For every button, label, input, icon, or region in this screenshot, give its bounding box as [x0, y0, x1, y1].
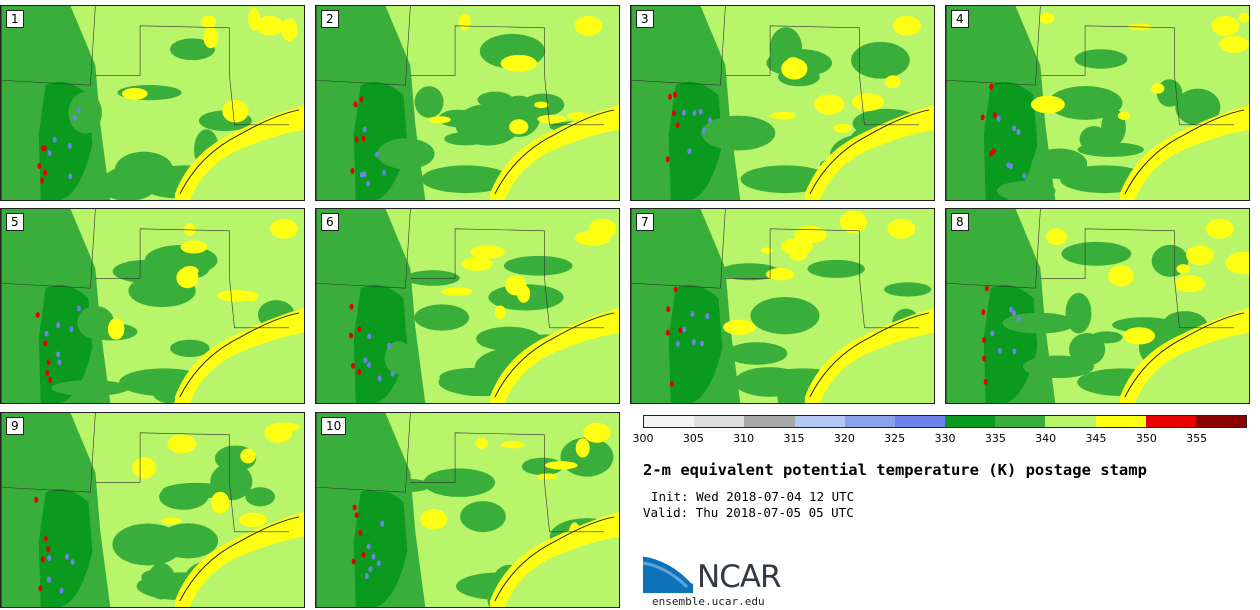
theta-e-map [631, 6, 934, 200]
init-time: Init: Wed 2018-07-04 12 UTC [651, 489, 855, 504]
member-number: 8 [951, 213, 969, 231]
colorbar-swatch [1195, 416, 1247, 427]
theta-e-map [946, 6, 1249, 200]
member-panel-4: 4 [945, 5, 1250, 201]
colorbar-swatch [794, 416, 845, 427]
member-panel-8: 8 [945, 208, 1250, 404]
member-panel-7: 7 [630, 208, 935, 404]
colorbar-tick-label: 345 [1085, 432, 1107, 445]
member-number: 3 [636, 10, 654, 28]
member-panel-6: 6 [315, 208, 620, 404]
colorbar-tick-label: 315 [783, 432, 805, 445]
member-number: 4 [951, 10, 969, 28]
theta-e-map [316, 6, 619, 200]
colorbar-swatch [844, 416, 895, 427]
colorbar-tick-label: 335 [984, 432, 1006, 445]
colorbar-swatch [694, 416, 745, 427]
member-number: 5 [6, 213, 24, 231]
member-number: 2 [321, 10, 339, 28]
member-panel-5: 5 [0, 208, 305, 404]
member-panel-2: 2 [315, 5, 620, 201]
colorbar-tick-label: 330 [934, 432, 956, 445]
ncar-logo-text: NCAR [697, 559, 782, 595]
colorbar-swatch [644, 416, 695, 427]
theta-e-map [316, 209, 619, 403]
colorbar-swatch [744, 416, 795, 427]
site-url: ensemble.ucar.edu [652, 595, 765, 608]
member-number: 7 [636, 213, 654, 231]
colorbar-swatch [995, 416, 1046, 427]
ncar-logo-icon [643, 553, 695, 593]
colorbar-swatch [894, 416, 946, 427]
member-number: 9 [6, 417, 24, 435]
valid-time: Valid: Thu 2018-07-05 05 UTC [643, 505, 854, 520]
member-panel-1: 1 [0, 5, 305, 201]
colorbar-swatch [1045, 416, 1096, 427]
theta-e-map [1, 209, 304, 403]
colorbar-tick-label: 350 [1135, 432, 1157, 445]
colorbar-tick-label: 355 [1186, 432, 1208, 445]
member-number: 6 [321, 213, 339, 231]
colorbar-tick-label: 300 [632, 432, 654, 445]
colorbar-swatch [1095, 416, 1146, 427]
member-number: 1 [6, 10, 24, 28]
theta-e-map [316, 413, 619, 607]
theta-e-map [946, 209, 1249, 403]
member-panel-9: 9 [0, 412, 305, 608]
theta-e-map [1, 6, 304, 200]
figure-title: 2-m equivalent potential temperature (K)… [643, 461, 1147, 479]
theta-e-map [1, 413, 304, 607]
colorbar-swatch [1145, 416, 1196, 427]
colorbar-swatch [945, 416, 996, 427]
member-panel-10: 10 [315, 412, 620, 608]
colorbar-tick-label: 340 [1035, 432, 1057, 445]
member-number: 10 [321, 417, 347, 435]
theta-e-map [631, 209, 934, 403]
colorbar-tick-label: 325 [884, 432, 906, 445]
colorbar-tick-label: 310 [733, 432, 755, 445]
colorbar [643, 415, 1247, 428]
colorbar-tick-label: 320 [833, 432, 855, 445]
colorbar-ticks: 300 305 310 315 320 325 330 335 340 345 350 355 [633, 432, 1247, 446]
colorbar-tick-label: 305 [682, 432, 704, 445]
member-panel-3: 3 [630, 5, 935, 201]
